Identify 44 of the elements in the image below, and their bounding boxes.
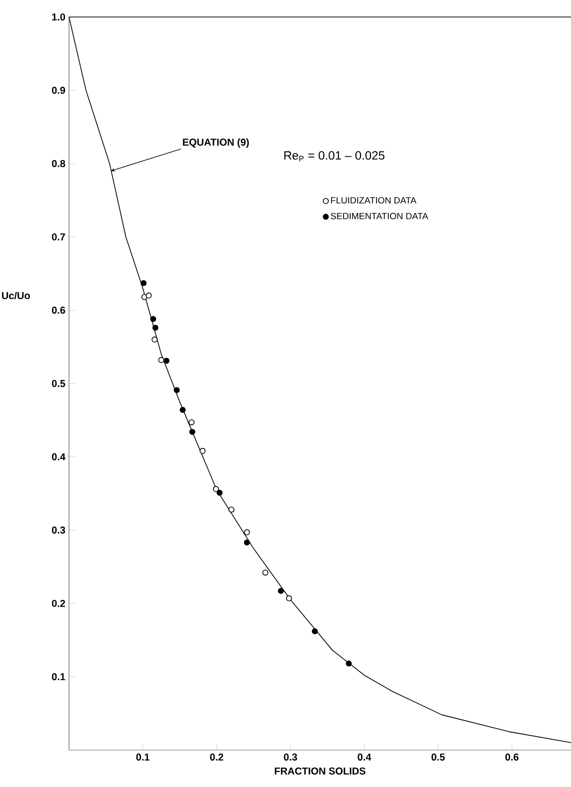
x-tick-label: 0.5 (432, 754, 445, 761)
y-tick-label: 0.9 (52, 86, 66, 94)
y-tick-label: 1.0 (52, 13, 66, 21)
point (163, 358, 170, 364)
y-axis-title: Uc/Uo (2, 292, 30, 300)
y-tick-label: 0.7 (52, 233, 66, 240)
y-tick-label: 0.3 (52, 526, 66, 534)
point (150, 316, 156, 322)
point (174, 387, 180, 394)
point (244, 529, 250, 536)
point (244, 540, 250, 546)
point (216, 490, 223, 496)
point (140, 280, 147, 286)
x-tick-label: 0.3 (284, 754, 298, 761)
x-tick-label: 0.6 (505, 754, 519, 761)
legend-label: FLUIDIZATION DATA (331, 197, 416, 204)
point (152, 324, 158, 331)
point (188, 419, 195, 426)
y-tick-label: 0.8 (52, 160, 66, 168)
y-tick-label: 0.2 (52, 600, 66, 607)
y-tick-label: 0.6 (52, 306, 66, 314)
point (180, 406, 186, 413)
point (346, 660, 352, 667)
point (146, 292, 152, 299)
point (286, 595, 292, 602)
point (312, 628, 318, 634)
point (158, 357, 164, 364)
x-tick-label: 0.2 (210, 754, 224, 761)
y-tick-label: 0.5 (52, 380, 66, 388)
point (212, 486, 219, 492)
point (152, 336, 158, 343)
point (200, 448, 206, 454)
point (189, 428, 196, 435)
point (262, 570, 268, 576)
annotation: EQUATION (9) (182, 138, 249, 148)
x-tick-label: 0.1 (136, 754, 150, 761)
point (228, 506, 234, 513)
y-tick-label: 0.1 (52, 673, 66, 680)
point (278, 588, 284, 594)
annotation: Re$_{P}$ = 0.01 – 0.025 (284, 151, 384, 162)
x-axis-title: FRACTION SOLIDS (274, 767, 366, 775)
y-tick-label: 0.4 (52, 453, 66, 460)
legend-label: SEDIMENTATION DATA (330, 212, 428, 220)
x-tick-label: 0.4 (358, 754, 372, 761)
